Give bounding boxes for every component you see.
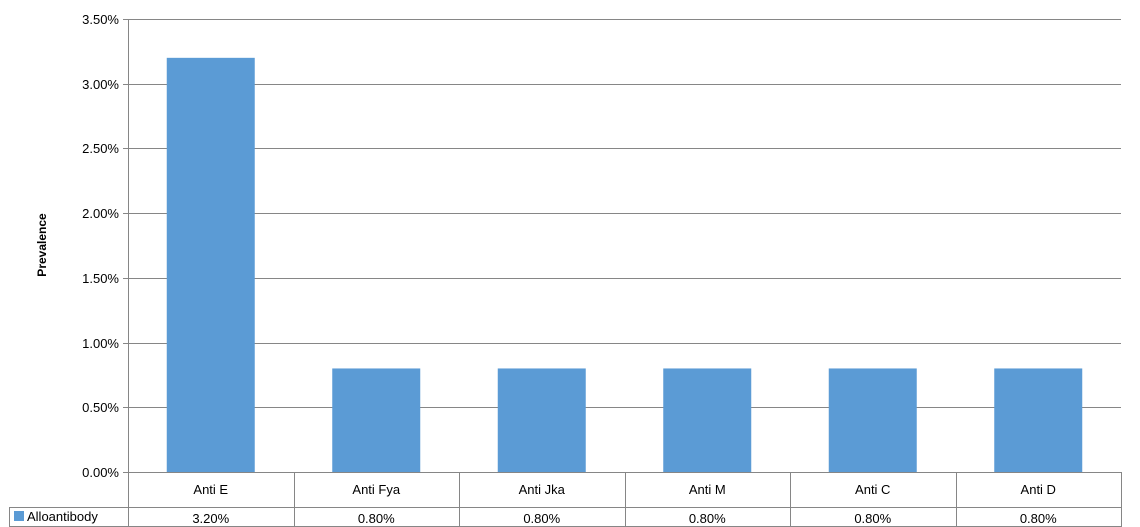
- category-label: Anti C: [855, 482, 890, 497]
- data-label: 0.80%: [689, 511, 726, 526]
- y-tick-label: 2.50%: [82, 141, 119, 156]
- y-tick-label: 1.50%: [82, 271, 119, 286]
- data-table: Anti E 3.20% Anti Fya 0.80% Anti Jka 0.80% Ant…: [9, 472, 1122, 527]
- category-label: Anti Jka: [519, 482, 566, 497]
- gridlines: [128, 19, 1121, 408]
- y-tick-label: 0.00%: [82, 465, 119, 480]
- legend-label: Alloantibody: [27, 509, 98, 524]
- bars: [166, 57, 1083, 472]
- y-axis-label: Prevalence: [35, 213, 49, 277]
- bar: [166, 57, 255, 472]
- bar: [663, 368, 752, 472]
- legend-swatch: [14, 511, 24, 521]
- data-label: 3.20%: [192, 511, 229, 526]
- y-tick-label: 0.50%: [82, 400, 119, 415]
- data-label: 0.80%: [358, 511, 395, 526]
- category-label: Anti D: [1021, 482, 1056, 497]
- data-label: 0.80%: [1020, 511, 1057, 526]
- category-label: Anti M: [689, 482, 726, 497]
- y-tick-label: 2.00%: [82, 206, 119, 221]
- bar: [497, 368, 586, 472]
- bar: [332, 368, 421, 472]
- data-label: 0.80%: [523, 511, 560, 526]
- y-axis-ticks: 0.00% 0.50% 1.00% 1.50% 2.00% 2.50% 3.00% 3.50%: [82, 12, 128, 480]
- y-tick-label: 3.00%: [82, 77, 119, 92]
- bar: [994, 368, 1083, 472]
- data-label: 0.80%: [854, 511, 891, 526]
- category-label: Anti Fya: [352, 482, 400, 497]
- bar: [828, 368, 917, 472]
- category-label: Anti E: [193, 482, 228, 497]
- y-tick-label: 3.50%: [82, 12, 119, 27]
- y-tick-label: 1.00%: [82, 336, 119, 351]
